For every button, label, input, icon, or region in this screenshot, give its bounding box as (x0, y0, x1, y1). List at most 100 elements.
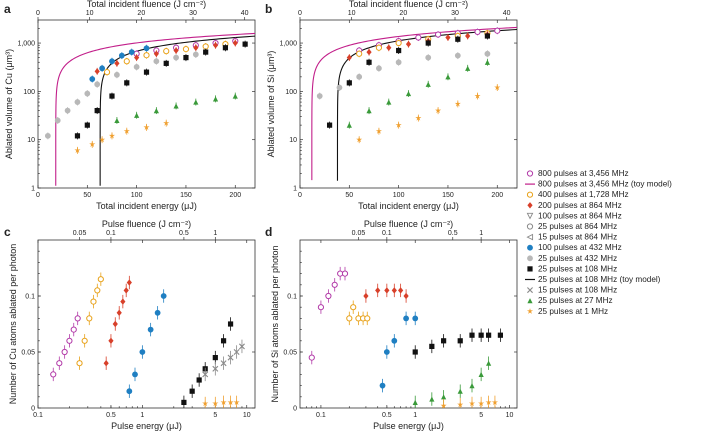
data-point (238, 343, 245, 350)
x-tick-label: 150 (180, 192, 192, 199)
x-tick-label: 0 (36, 192, 40, 199)
legend-item: 25 pulses at 432 MHz (527, 254, 617, 263)
data-point (84, 90, 91, 97)
data-point (375, 127, 382, 134)
data-point (454, 100, 461, 107)
data-point (405, 40, 412, 48)
toy-model-curve (55, 32, 255, 186)
data-point (94, 107, 100, 114)
legend-item: 25 pulses at 864 MHz (526, 222, 617, 231)
data-point (465, 32, 471, 40)
top-tick-label: 1 (213, 230, 217, 237)
data-point (189, 388, 195, 394)
x-tick-label: 0 (298, 192, 302, 199)
y-tick-label: 0.05 (21, 350, 35, 357)
data-point (383, 349, 390, 355)
plot-area (50, 272, 245, 408)
x-tick-label: 100 (131, 192, 143, 199)
legend-marker (526, 308, 534, 314)
x-tick-label: 0.5 (382, 412, 392, 419)
top-axis-label: Pulse fluence (J cm⁻²) (364, 219, 453, 229)
y-tick-label: 1,000 (279, 41, 297, 48)
data-series (50, 311, 81, 382)
data-point (109, 93, 115, 99)
data-series (114, 92, 238, 124)
top-tick-label: 10 (86, 10, 94, 17)
legend-marker (527, 244, 533, 251)
legend-label: 25 pulses at 108 MHz (toy model) (538, 275, 661, 284)
data-point (124, 80, 130, 86)
data-point (220, 338, 227, 344)
data-point (486, 360, 492, 366)
x-axis-label: Pulse energy (μJ) (111, 421, 182, 431)
data-point (66, 337, 73, 344)
legend-marker (527, 298, 533, 304)
data-point (212, 400, 219, 407)
data-point (336, 84, 343, 91)
data-series (346, 300, 371, 326)
data-point (227, 354, 234, 361)
data-point (50, 371, 57, 378)
x-tick-label: 100 (393, 192, 405, 199)
data-point (222, 45, 229, 51)
y-axis-label: Number of Si atoms ablated per photon (270, 245, 280, 402)
data-point (497, 332, 503, 338)
top-tick-label: 0 (36, 10, 40, 17)
data-series (346, 58, 491, 129)
x-tick-label: 0.1 (316, 412, 326, 419)
data-point (398, 287, 404, 294)
data-point (134, 112, 140, 118)
toy-model-curve (311, 26, 517, 181)
legend-label: 400 pulses at 1,728 MHz (538, 190, 629, 199)
data-point (153, 50, 159, 57)
data-point (233, 399, 240, 405)
data-point (126, 388, 133, 395)
data-point (120, 298, 126, 305)
data-point (123, 127, 130, 134)
x-tick-label: 10 (243, 412, 251, 419)
data-series (181, 317, 234, 408)
x-tick-label: 200 (229, 192, 241, 199)
top-tick-label: 20 (137, 10, 145, 17)
data-point (192, 51, 199, 58)
data-point (356, 50, 363, 57)
data-point (97, 276, 104, 283)
panel-c: c 0.1 0.5 1 5 10 0 0.05 0.1 0.05 0.1 0.5 1 Pulse ener… (4, 219, 256, 431)
data-point (375, 287, 381, 294)
data-point (474, 92, 481, 99)
data-point (153, 107, 159, 114)
top-tick-label: 0.5 (448, 230, 458, 237)
data-point (76, 360, 83, 367)
data-point (325, 292, 332, 300)
top-tick-label: 30 (451, 10, 459, 17)
top-tick-label: 0.05 (352, 230, 366, 237)
y-axis-label: Ablated volume of Si (μm³) (266, 51, 276, 158)
data-point (173, 103, 179, 109)
data-series (316, 50, 491, 100)
x-axis-label: Total incident energy (μJ) (96, 201, 197, 211)
legend-item: 200 pulses at 864 MHz (527, 201, 622, 210)
data-point (116, 309, 122, 316)
data-point (212, 96, 219, 102)
data-point (494, 84, 501, 91)
data-series (440, 395, 498, 408)
x-axis-label: Pulse energy (μJ) (373, 421, 444, 431)
legend-item: 25 pulses at 1 MHz (526, 307, 608, 316)
data-point (391, 337, 398, 344)
legend-marker (527, 255, 533, 262)
data-point (469, 383, 475, 389)
data-point (232, 39, 238, 47)
data-point (103, 69, 111, 76)
x-tick-label: 150 (442, 192, 454, 199)
data-point (109, 58, 115, 65)
data-point (366, 48, 372, 56)
x-tick-label: 1 (413, 412, 417, 419)
data-point (118, 52, 125, 59)
data-point (212, 42, 219, 49)
legend-label: 800 pulses at 3,456 MHz (toy model) (538, 180, 672, 189)
y-tick-label: 0.1 (287, 294, 297, 301)
data-point (99, 65, 106, 72)
data-point (123, 58, 130, 65)
y-tick-label: 100 (23, 89, 35, 96)
data-point (128, 49, 135, 55)
